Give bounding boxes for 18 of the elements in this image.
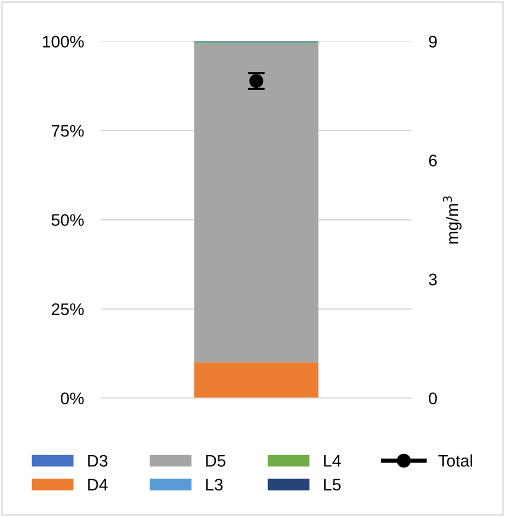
legend-label: D3 <box>88 454 108 467</box>
y2-tick-label: 0 <box>428 392 437 404</box>
legend-label: L4 <box>324 455 341 467</box>
legend-label: L3 <box>206 478 223 491</box>
y2-tick-label: 3 <box>428 274 437 286</box>
y-tick-label: 0% <box>60 392 84 404</box>
y2-tick-label: 6 <box>429 154 437 166</box>
y2-tick-label: 9 <box>429 36 437 48</box>
legend-label: D4 <box>88 478 108 490</box>
bar <box>194 362 318 398</box>
y-tick-label: 100% <box>42 36 84 48</box>
y-tick-label: 50% <box>52 214 84 226</box>
legend-label: D5 <box>206 455 226 467</box>
y2-axis-title: mg/m$^{3}$ <box>443 196 462 244</box>
y-tick-label: 25% <box>52 303 84 316</box>
y-tick-label: 75% <box>52 125 84 137</box>
legend-label: Total <box>438 454 472 467</box>
legend-label: L5 <box>324 478 341 491</box>
